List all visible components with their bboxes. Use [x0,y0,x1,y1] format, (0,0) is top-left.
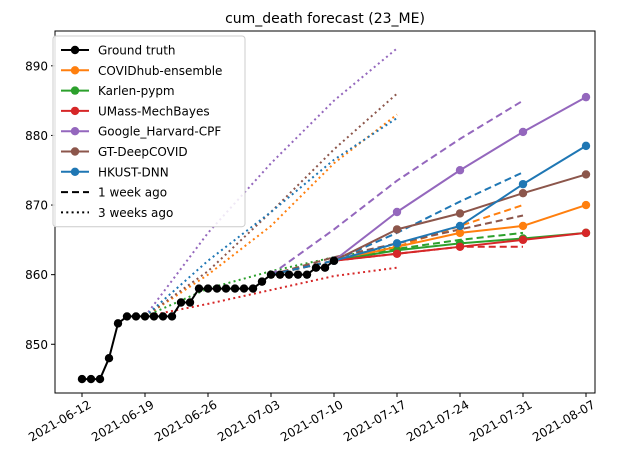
ground-truth-point-27 [320,263,330,272]
ground-truth-point-6 [131,312,141,321]
ground-truth-point-25 [302,270,312,279]
ground-truth-point-14 [203,284,213,293]
ground-truth-point-22 [275,270,285,279]
legend-marker-google-harvard-cpf [70,127,80,136]
series-line-google-harvard-cpf-3-weeks-ago [144,47,398,318]
data-point-umass-mechbayes-1 [392,249,402,258]
ground-truth-point-16 [221,284,231,293]
ground-truth-point-7 [140,312,150,321]
data-point-google-harvard-cpf-4 [581,92,591,102]
y-tick-label: 890 [25,59,48,73]
data-point-hkust-dnn-3 [518,179,528,189]
y-tick-label: 870 [25,199,48,213]
series-line-hkust-dnn-3-weeks-ago [144,117,398,318]
legend-marker-hkust-dnn [70,167,80,176]
data-point-umass-mechbayes-4 [581,228,591,238]
x-tick-label: 2021-07-17 [341,397,408,444]
legend-label-3-weeks-ago: 3 weeks ago [98,206,173,220]
data-point-covidhub-ensemble-3 [518,221,528,231]
ground-truth-point-8 [149,312,159,321]
legend-label-covidhub-ensemble: COVIDhub-ensemble [98,64,222,78]
ground-truth-point-28 [329,256,339,265]
series-line-umass-mechbayes-3-weeks-ago [144,266,398,318]
data-point-covidhub-ensemble-4 [581,200,591,210]
ground-truth-point-10 [167,312,177,321]
ground-truth-point-21 [266,270,276,279]
ground-truth-point-3 [104,353,114,363]
data-point-covidhub-ensemble-2 [455,228,465,238]
x-tick-label: 2021-06-26 [152,397,219,444]
x-tick-label: 2021-07-24 [404,397,471,444]
x-tick-label: 2021-07-03 [215,397,282,444]
ground-truth-point-19 [248,284,258,293]
ground-truth-point-23 [284,270,294,279]
data-point-hkust-dnn-1 [392,239,402,248]
legend-label-gt-deepcovid: GT-DeepCOVID [98,145,188,159]
legend-marker-karlen-pypm [70,86,80,95]
x-tick-label: 2021-08-07 [530,397,597,444]
x-tick-label: 2021-07-31 [467,397,534,444]
data-point-hkust-dnn-4 [581,141,591,151]
ground-truth-point-9 [158,312,168,321]
data-point-google-harvard-cpf-1 [392,207,402,217]
chart-title: cum_death forecast (23_ME) [225,11,425,27]
y-tick-label: 850 [25,338,48,352]
ground-truth-point-18 [239,284,249,293]
ground-truth-point-13 [194,284,204,293]
legend-box [52,35,246,228]
data-point-umass-mechbayes-2 [455,242,465,252]
ground-truth-point-20 [257,277,267,286]
data-point-gt-deepcovid-4 [581,170,591,179]
series-line-google-harvard-cpf-1-week-ago [270,99,524,276]
x-tick-label: 2021-06-12 [26,397,93,444]
ground-truth-point-15 [212,284,222,293]
legend-label-google-harvard-cpf: Google_Harvard-CPF [98,125,221,139]
series-line-karlen-pypm-1-week-ago [270,231,524,276]
x-tick-label: 2021-06-19 [89,397,156,444]
legend-marker-covidhub-ensemble [70,66,80,75]
ground-truth-point-26 [311,263,321,272]
x-tick-label: 2021-07-10 [278,397,345,444]
ground-truth-point-12 [185,298,195,307]
ground-truth-point-2 [95,374,105,384]
data-point-hkust-dnn-2 [455,221,465,231]
legend-label-hkust-dnn: HKUST-DNN [98,165,169,179]
legend-label-umass-mechbayes: UMass-MechBayes [98,104,210,118]
ground-truth-point-17 [230,284,240,293]
ground-truth-point-0 [77,374,87,384]
y-tick-label: 880 [25,129,48,143]
data-point-umass-mechbayes-3 [518,235,528,245]
data-point-google-harvard-cpf-2 [455,166,465,175]
legend-label-ground-truth: Ground truth [98,44,176,58]
data-point-gt-deepcovid-1 [392,225,402,234]
data-point-gt-deepcovid-2 [455,209,465,218]
series-line-covidhub-ensemble-3-weeks-ago [144,113,398,318]
legend: Ground truth COVIDhub-ensemble Karlen-pypm… [52,35,246,228]
data-point-gt-deepcovid-3 [518,189,528,198]
y-tick-label: 860 [25,268,48,282]
legend-marker-umass-mechbayes [70,106,80,116]
legend-marker-gt-deepcovid [70,147,80,156]
ground-truth-point-5 [122,312,132,321]
ground-truth-point-11 [176,298,186,307]
legend-marker-ground-truth [70,45,80,55]
ground-truth-point-1 [86,374,96,384]
legend-label-karlen-pypm: Karlen-pypm [98,84,175,98]
series-line-gt-deepcovid-1-week-ago [270,214,524,276]
lines-layer [77,47,591,384]
ground-truth-point-4 [113,319,123,328]
ground-truth-point-24 [293,270,303,279]
legend-label-1-week-ago: 1 week ago [98,186,167,200]
data-point-google-harvard-cpf-3 [518,127,528,137]
